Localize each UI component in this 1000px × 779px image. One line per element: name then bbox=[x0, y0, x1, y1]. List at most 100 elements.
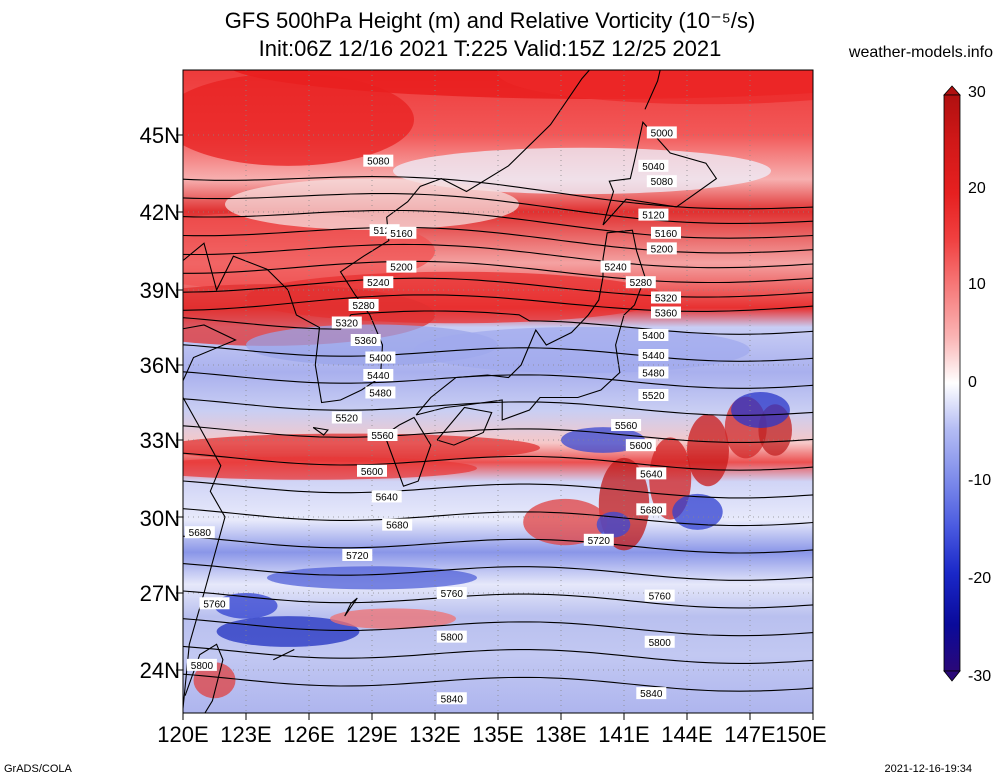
coastline bbox=[312, 426, 329, 436]
height-contour-5360 bbox=[183, 344, 813, 362]
lon-label-147e: 147E bbox=[724, 722, 776, 747]
contour-label-text: 5560 bbox=[371, 431, 394, 442]
contour-label-text: 5120 bbox=[373, 226, 396, 237]
contour-label: 5040 bbox=[638, 159, 669, 173]
contour-label-bg bbox=[331, 411, 362, 424]
lon-label-126e: 126E bbox=[283, 722, 335, 747]
vorticity-cell bbox=[498, 70, 813, 105]
colorbar-tick-30: 30 bbox=[968, 84, 986, 101]
height-contour-5720 bbox=[183, 590, 813, 609]
contour-label-text: 5600 bbox=[630, 441, 653, 452]
lon-label-144e: 144E bbox=[661, 722, 713, 747]
height-contour-5440 bbox=[183, 398, 813, 416]
contour-label-bg bbox=[184, 526, 215, 539]
contour-label-text: 5520 bbox=[336, 414, 359, 425]
lat-label-45n: 45N bbox=[139, 123, 180, 148]
contour-label-text: 5680 bbox=[386, 521, 409, 532]
contour-label: 5000 bbox=[646, 126, 677, 139]
contour-label-bg bbox=[371, 490, 402, 503]
height-contour-5320 bbox=[183, 310, 813, 335]
contour-label: 5760 bbox=[644, 589, 675, 603]
contour-label: 5160 bbox=[651, 226, 681, 240]
contour-label-bg bbox=[611, 419, 642, 431]
colorbar-top-arrow bbox=[943, 85, 961, 96]
contour-label: 5280 bbox=[625, 276, 656, 289]
vorticity-cell bbox=[193, 662, 236, 699]
contour-label-text: 5280 bbox=[630, 278, 653, 289]
contour-label-bg bbox=[638, 159, 669, 172]
contour-label-text: 5520 bbox=[642, 391, 665, 402]
height-contour-5480 bbox=[183, 425, 813, 443]
contour-label: 5400 bbox=[365, 351, 396, 365]
colorbar-tick-neg20: -20 bbox=[968, 570, 992, 587]
lat-label-33n: 33N bbox=[139, 428, 180, 453]
lon-label-120e: 120E bbox=[157, 722, 209, 747]
height-contour-5280 bbox=[183, 294, 813, 312]
contour-label-text: 5120 bbox=[642, 211, 665, 222]
lon-label-138e: 138E bbox=[535, 722, 587, 747]
height-contour-5120 bbox=[183, 226, 813, 254]
colorbar-tick-0: 0 bbox=[968, 374, 977, 391]
contour-label-bg bbox=[342, 549, 373, 561]
contour-label: 5800 bbox=[644, 635, 675, 649]
vorticity-cell bbox=[225, 178, 519, 230]
footer-timestamp: 2021-12-16-19:34 bbox=[884, 763, 972, 775]
contour-label-text: 5720 bbox=[588, 536, 611, 547]
contour-label: 5440 bbox=[363, 369, 394, 382]
contour-label: 5800 bbox=[436, 630, 467, 644]
contour-label: 5160 bbox=[386, 226, 417, 240]
height-contour-5160 bbox=[183, 243, 813, 269]
map-title: GFS 500hPa Height (m) and Relative Vorti… bbox=[224, 8, 756, 33]
lon-label-129e: 129E bbox=[346, 722, 398, 747]
contour-label: 5520 bbox=[331, 411, 362, 425]
contour-label-text: 5760 bbox=[649, 592, 672, 603]
lat-label-36n: 36N bbox=[139, 353, 180, 378]
contour-label: 5200 bbox=[386, 260, 417, 274]
height-contour-5640 bbox=[183, 535, 813, 554]
lat-label-39n: 39N bbox=[139, 278, 180, 303]
contour-label-text: 5600 bbox=[361, 467, 384, 478]
height-contour-5240 bbox=[183, 277, 813, 298]
contour-label-text: 5680 bbox=[189, 528, 212, 539]
contour-label: 5760 bbox=[199, 597, 230, 610]
contour-label-text: 5720 bbox=[346, 551, 369, 562]
contour-label-bg bbox=[636, 467, 667, 480]
height-contour-5800 bbox=[183, 645, 813, 664]
lon-label-123e: 123E bbox=[220, 722, 272, 747]
contour-label: 5360 bbox=[350, 334, 381, 347]
contour-label-bg bbox=[646, 175, 677, 188]
contour-label-bg bbox=[651, 291, 681, 304]
colorbar-scale bbox=[943, 94, 961, 672]
contour-label: 5600 bbox=[625, 439, 656, 452]
coastline bbox=[436, 406, 493, 446]
contour-label: 5760 bbox=[436, 587, 467, 600]
contour-label-bg bbox=[636, 687, 667, 700]
height-contour-5080 bbox=[183, 209, 813, 239]
contour-label-bg bbox=[436, 587, 467, 599]
contour-label: 5680 bbox=[184, 526, 215, 539]
contour-label-bg bbox=[625, 439, 656, 452]
contour-label: 5560 bbox=[367, 429, 398, 442]
contour-label-bg bbox=[638, 329, 669, 341]
contour-label-text: 5360 bbox=[655, 309, 678, 320]
contour-label: 5560 bbox=[611, 419, 642, 432]
contour-label-text: 5480 bbox=[642, 369, 665, 380]
contour-label-text: 5400 bbox=[369, 354, 392, 365]
lat-label-42n: 42N bbox=[139, 200, 180, 225]
contour-label-bg bbox=[436, 692, 467, 705]
contour-label-bg bbox=[386, 226, 417, 239]
contour-label-text: 5760 bbox=[203, 599, 226, 610]
height-contour-5680 bbox=[183, 563, 813, 581]
contour-label-bg bbox=[382, 518, 413, 531]
contour-label-bg bbox=[638, 208, 669, 221]
site-credit: weather-models.info bbox=[848, 44, 993, 61]
height-contour-5000 bbox=[183, 176, 813, 210]
contour-label-text: 5400 bbox=[642, 331, 665, 342]
contour-label-bg bbox=[186, 658, 217, 671]
vorticity-cell bbox=[672, 493, 723, 530]
contour-label: 5640 bbox=[371, 490, 402, 503]
contour-label-text: 5800 bbox=[649, 638, 672, 649]
vorticity-cell bbox=[731, 392, 790, 428]
colorbar-tick-neg10: -10 bbox=[968, 472, 992, 489]
